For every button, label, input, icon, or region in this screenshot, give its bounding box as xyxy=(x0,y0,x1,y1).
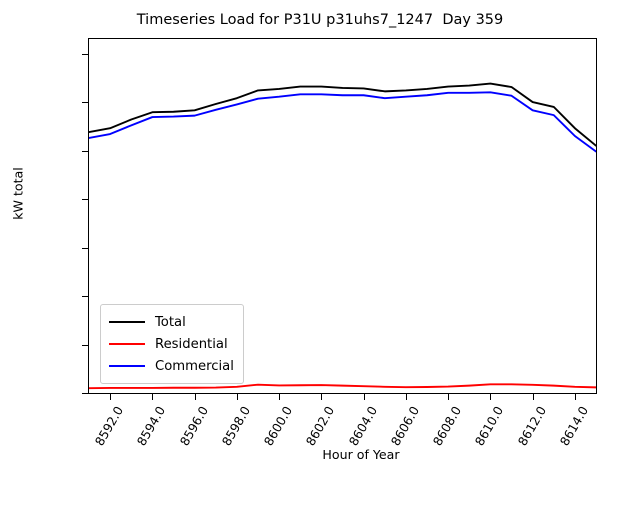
y-tick-mark xyxy=(82,199,88,201)
x-tick-mark xyxy=(532,394,534,400)
legend-item[interactable]: Residential xyxy=(109,333,234,355)
series-line-residential xyxy=(89,383,596,390)
y-tick-mark xyxy=(82,53,88,55)
legend-swatch-icon xyxy=(109,365,145,367)
legend-swatch-icon xyxy=(109,321,145,323)
x-tick-mark xyxy=(448,394,450,400)
x-tick-mark xyxy=(152,394,154,400)
chart-legend: Total Residential Commercial xyxy=(100,304,244,384)
y-tick-mark xyxy=(82,247,88,249)
chart-figure: Timeseries Load for P31U p31uhs7_1247 Da… xyxy=(10,12,597,462)
chart-title: Timeseries Load for P31U p31uhs7_1247 Da… xyxy=(136,12,504,28)
x-tick-mark xyxy=(194,394,196,400)
y-tick-mark xyxy=(82,102,88,104)
legend-swatch-icon xyxy=(109,343,145,345)
y-tick-mark xyxy=(82,296,88,297)
x-tick-mark xyxy=(279,394,281,400)
x-tick-mark xyxy=(405,394,407,400)
x-tick-mark xyxy=(574,394,576,400)
y-tick-mark xyxy=(82,393,88,394)
legend-item[interactable]: Commercial xyxy=(109,355,234,377)
x-tick-mark xyxy=(110,394,112,400)
x-tick-mark xyxy=(236,394,238,400)
x-axis-label: Hour of Year xyxy=(322,447,400,462)
series-line-commercial xyxy=(89,91,596,153)
series-lines xyxy=(89,82,596,390)
y-tick-mark xyxy=(82,344,88,346)
legend-label: Commercial xyxy=(155,358,234,374)
y-tick-mark xyxy=(82,150,88,152)
legend-item[interactable]: Total xyxy=(109,311,234,333)
legend-label: Residential xyxy=(155,336,228,352)
series-line-total xyxy=(89,82,596,147)
x-tick-mark xyxy=(321,394,323,400)
plot-area xyxy=(88,38,597,394)
x-tick-mark xyxy=(490,394,492,400)
x-tick-mark xyxy=(363,394,365,400)
y-axis-label: kW total xyxy=(10,167,26,220)
legend-label: Total xyxy=(155,314,186,330)
